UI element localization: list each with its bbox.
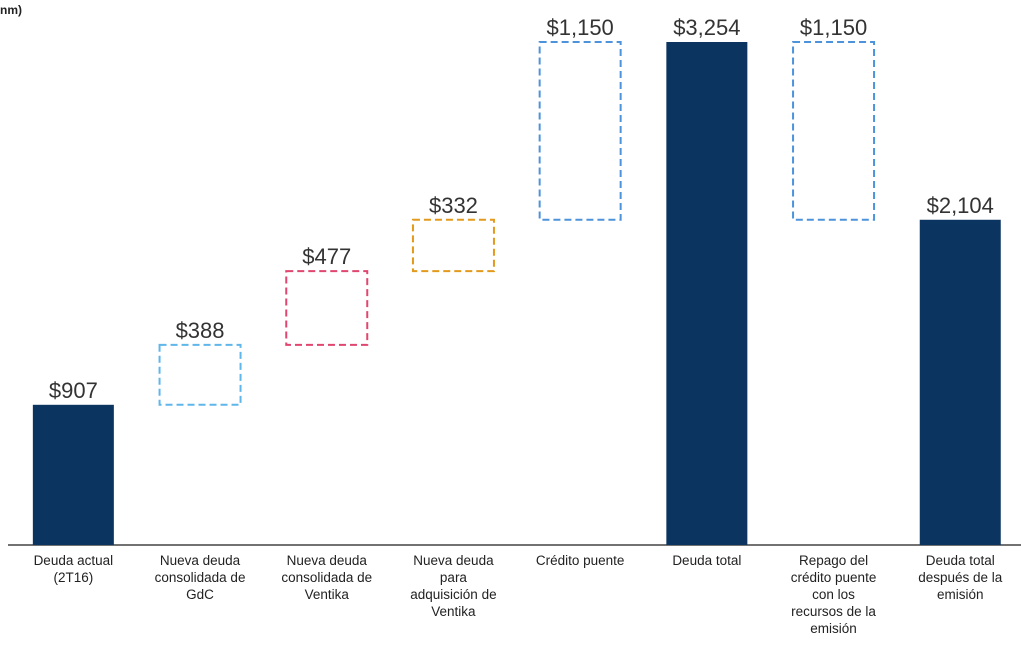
value-label: $1,150 xyxy=(547,15,614,40)
bar xyxy=(919,219,1001,546)
bar xyxy=(666,42,748,545)
floating-bar xyxy=(285,270,369,346)
value-label: $477 xyxy=(302,244,351,269)
value-label: $332 xyxy=(429,193,478,218)
value-label: $3,254 xyxy=(673,15,740,40)
value-label: $2,104 xyxy=(927,193,994,218)
floating-bar xyxy=(158,343,242,406)
bar xyxy=(32,404,114,545)
value-label: $1,150 xyxy=(800,15,867,40)
floating-bar xyxy=(792,41,876,221)
x-tick-label: Deuda total xyxy=(672,553,742,568)
x-tick-label: Deuda total después de la emisión xyxy=(918,553,1003,602)
x-tick-label: Nueva deuda consolidada de Ventika xyxy=(281,553,373,602)
value-label: $388 xyxy=(176,318,225,343)
floating-bar xyxy=(538,41,622,221)
x-tick-label: Deuda actual (2T16) xyxy=(33,553,114,585)
x-tick-label: Nueva deuda consolidada de GdC xyxy=(154,553,246,602)
x-tick-label: Repago del crédito puente con los recurs… xyxy=(790,553,877,636)
value-label: $907 xyxy=(49,378,98,403)
x-tick-label: Crédito puente xyxy=(535,553,625,568)
x-tick-label: Nueva deuda para adquisición de Ventika xyxy=(410,553,497,619)
unit-label: nm) xyxy=(0,3,22,17)
floating-bar xyxy=(411,218,495,273)
